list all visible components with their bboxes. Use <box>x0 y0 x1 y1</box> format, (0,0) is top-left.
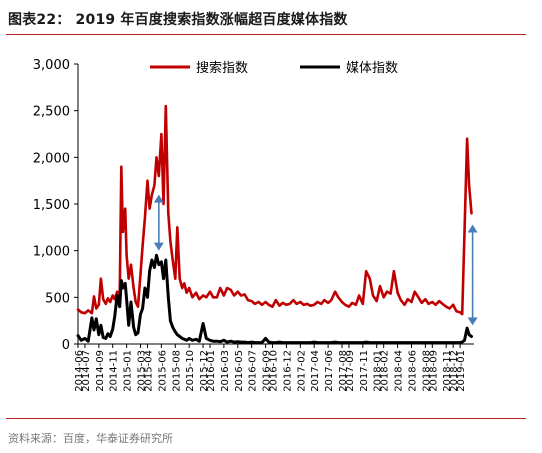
annotation-layer <box>153 194 478 326</box>
x-tick-label: 2018-02 <box>380 350 391 392</box>
legend-label: 搜索指数 <box>196 61 248 76</box>
chart-title: 图表22： 2019 年百度搜索指数涨幅超百度媒体指数 <box>8 12 348 28</box>
x-tick-label: 2015-08 <box>171 350 182 392</box>
y-tick-label: 500 <box>45 291 70 306</box>
x-tick-label: 2016-12 <box>282 350 293 392</box>
x-tick-label: 2018-12 <box>449 350 460 392</box>
x-tick-label: 2017-02 <box>296 350 307 392</box>
x-tick-label: 2019-01 <box>456 350 467 392</box>
x-tick-label: 2015-06 <box>157 350 168 392</box>
x-tick-label: 2015-12 <box>199 350 210 392</box>
x-tick-label: 2018-06 <box>407 350 418 392</box>
x-tick-label: 2016-03 <box>220 350 231 392</box>
x-tick-label: 2017-08 <box>338 350 349 392</box>
x-tick-label: 2016-09 <box>262 350 273 392</box>
x-tick-label: 2014-11 <box>109 350 120 392</box>
x-tick-label: 2017-11 <box>359 350 370 392</box>
legend-label: 媒体指数 <box>346 61 398 76</box>
series-layer <box>76 104 473 345</box>
x-tick-label: 2016-07 <box>248 350 259 392</box>
top-divider <box>6 34 526 35</box>
x-tick-label: 2017-04 <box>310 350 321 392</box>
x-tick-label: 2018-01 <box>373 350 384 392</box>
x-tick-label: 2016-01 <box>206 350 217 392</box>
series-line-search-index <box>76 104 473 316</box>
x-tick-label: 2016-05 <box>234 350 245 392</box>
x-tick-label: 2018-08 <box>421 350 432 392</box>
x-tick-label: 2014-09 <box>95 350 106 392</box>
x-tick-label: 2016-10 <box>269 350 280 392</box>
x-tick-label: 2018-04 <box>394 350 405 392</box>
y-tick-label: 1,000 <box>33 245 70 260</box>
source-note: 资料来源：百度，华泰证券研究所 <box>8 432 173 445</box>
annotation-arrow-head <box>153 194 164 203</box>
y-tick-label: 2,000 <box>33 151 70 166</box>
x-tick-label: 2018-09 <box>428 350 439 392</box>
annotation-arrow-head <box>467 224 478 233</box>
y-tick-label: 0 <box>62 338 70 353</box>
x-tick-label: 2014-06 <box>74 350 85 392</box>
x-tick-label: 2015-01 <box>123 350 134 392</box>
y-axis: 0 500 1,000 1,500 2,000 2,500 3,000 <box>33 58 79 353</box>
x-tick-label: 2015-10 <box>185 350 196 392</box>
y-tick-label: 3,000 <box>33 58 70 73</box>
legend: 搜索指数 媒体指数 <box>150 61 398 76</box>
y-tick-label: 2,500 <box>33 105 70 120</box>
x-tick-label: 2014-07 <box>81 350 92 392</box>
annotation-arrow-head <box>153 242 164 251</box>
x-tick-label: 2015-04 <box>143 350 154 392</box>
annotation-arrow-head <box>467 317 478 326</box>
x-tick-label: 2017-06 <box>324 350 335 392</box>
x-tick-label: 2018-11 <box>442 350 453 392</box>
x-tick-label: 2015-03 <box>137 350 148 392</box>
y-tick-label: 1,500 <box>33 198 70 213</box>
bottom-divider <box>6 418 526 419</box>
series-line-media-index <box>76 253 473 345</box>
x-tick-label: 2017-09 <box>345 350 356 392</box>
